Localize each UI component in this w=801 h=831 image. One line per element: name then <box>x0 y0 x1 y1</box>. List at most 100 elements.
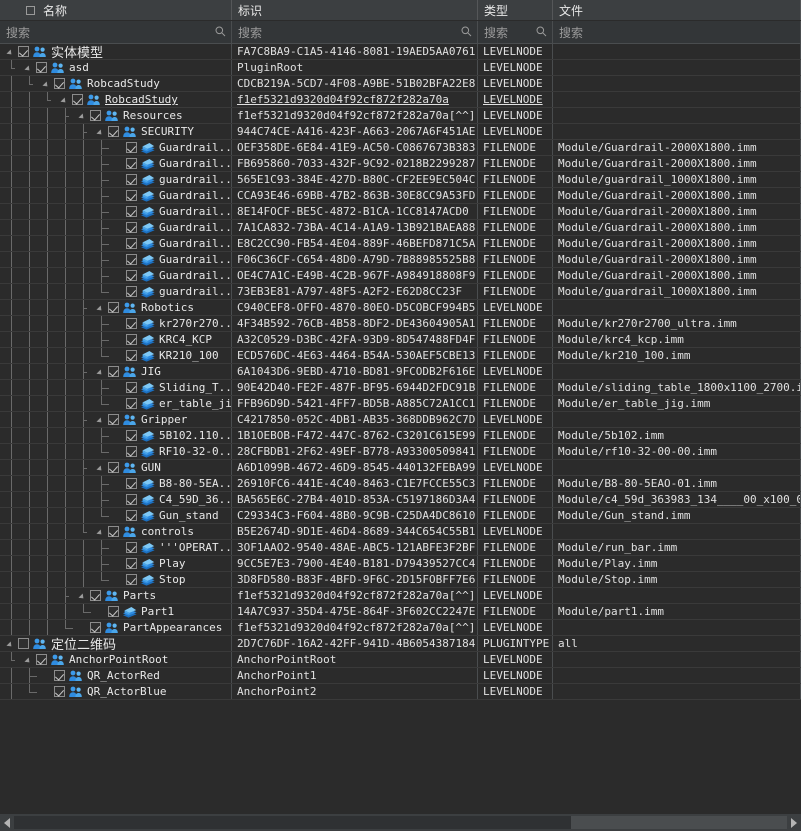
tree-node-cell[interactable]: er_table_jig <box>0 396 232 411</box>
row-checkbox[interactable] <box>126 558 137 569</box>
cell-id[interactable]: f1ef5321d9320d04f92cf872f282a70a[^^]... <box>232 108 478 123</box>
tree-node-cell[interactable]: AnchorPointRoot <box>0 652 232 667</box>
cell-id[interactable]: 2D7C76DF-16A2-42FF-941D-4B6054387184 <box>232 636 478 651</box>
tree-node-cell[interactable]: RobcadStudy <box>0 76 232 91</box>
cell-type[interactable]: FILENODE <box>478 508 553 523</box>
cell-file[interactable]: Module/Guardrail-2000X1800.imm <box>553 156 801 171</box>
expand-collapse-triangle-icon[interactable] <box>96 124 107 139</box>
expand-collapse-triangle-icon[interactable] <box>6 44 17 59</box>
column-header-file[interactable]: 文件 <box>553 0 801 20</box>
cell-id[interactable]: E8C2CC90-FB54-4E04-889F-46BEFD871C5A <box>232 236 478 251</box>
table-row[interactable]: Part1 14A7C937-35D4-475E-864F-3F602CC2247… <box>0 604 801 620</box>
cell-file[interactable]: Module/kr210_100.imm <box>553 348 801 363</box>
cell-id[interactable]: 6A1043D6-9EBD-4710-BD81-9FCODB2F616E <box>232 364 478 379</box>
cell-id[interactable]: 9CC5E7E3-7900-4E40-B181-D79439527CC4 <box>232 556 478 571</box>
cell-type[interactable]: PLUGINTYPE <box>478 636 553 651</box>
select-all-checkbox[interactable] <box>26 5 35 15</box>
cell-id[interactable]: 28CFBDB1-2F62-49EF-B778-A93300509841 <box>232 444 478 459</box>
table-row[interactable]: B8-80-5EA... 26910FC6-441E-4C40-8463-C1E7… <box>0 476 801 492</box>
cell-file[interactable]: Module/part1.imm <box>553 604 801 619</box>
table-row[interactable]: GUN A6D1099B-4672-46D9-8545-440132FEBA99 L… <box>0 460 801 476</box>
expand-collapse-triangle-icon[interactable] <box>42 76 53 91</box>
row-checkbox[interactable] <box>18 46 29 57</box>
cell-id[interactable]: C4217850-052C-4DB1-AB35-368DDB962C7D <box>232 412 478 427</box>
cell-id[interactable]: OEF358DE-6E84-41E9-AC50-C0867673B383 <box>232 140 478 155</box>
cell-type[interactable]: FILENODE <box>478 348 553 363</box>
table-row[interactable]: Resources f1ef5321d9320d04f92cf872f282a70… <box>0 108 801 124</box>
table-row[interactable]: '''OPERAT... 3OF1AAO2-9540-48AE-ABC5-121A… <box>0 540 801 556</box>
expand-collapse-triangle-icon[interactable] <box>96 460 107 475</box>
cell-file[interactable] <box>553 60 801 75</box>
cell-id[interactable]: f1ef5321d9320d04f92cf872f282a70a <box>232 92 478 107</box>
cell-id[interactable]: A6D1099B-4672-46D9-8545-440132FEBA99 <box>232 460 478 475</box>
cell-type[interactable]: FILENODE <box>478 332 553 347</box>
table-row[interactable]: Guardrail... F06C36CF-C654-48D0-A79D-7B88… <box>0 252 801 268</box>
row-checkbox[interactable] <box>126 222 137 233</box>
cell-file[interactable] <box>553 44 801 59</box>
expand-collapse-triangle-icon[interactable] <box>24 652 35 667</box>
row-checkbox[interactable] <box>90 622 101 633</box>
cell-id[interactable]: 3D8FD580-B83F-4BFD-9F6C-2D15FOBFF7E6 <box>232 572 478 587</box>
table-row[interactable]: QR_ActorRed AnchorPoint1 LEVELNODE <box>0 668 801 684</box>
cell-type[interactable]: FILENODE <box>478 284 553 299</box>
table-row[interactable]: RF10-32-0... 28CFBDB1-2F62-49EF-B778-A933… <box>0 444 801 460</box>
row-checkbox[interactable] <box>126 158 137 169</box>
cell-type[interactable]: LEVELNODE <box>478 524 553 539</box>
row-checkbox[interactable] <box>36 654 47 665</box>
tree-node-cell[interactable]: KRC4_KCP <box>0 332 232 347</box>
cell-type[interactable]: LEVELNODE <box>478 412 553 427</box>
tree-node-cell[interactable]: RobcadStudy <box>0 92 232 107</box>
row-checkbox[interactable] <box>126 270 137 281</box>
tree-node-cell[interactable]: Guardrail... <box>0 252 232 267</box>
cell-id[interactable]: B5E2674D-9D1E-46D4-8689-344C654C55B1 <box>232 524 478 539</box>
cell-file[interactable]: Module/kr270r2700_ultra.imm <box>553 316 801 331</box>
cell-id[interactable]: AnchorPointRoot <box>232 652 478 667</box>
cell-file[interactable] <box>553 300 801 315</box>
cell-type[interactable]: FILENODE <box>478 268 553 283</box>
cell-id[interactable]: PluginRoot <box>232 60 478 75</box>
cell-file[interactable]: Module/Stop.imm <box>553 572 801 587</box>
cell-type[interactable]: FILENODE <box>478 428 553 443</box>
tree-node-cell[interactable]: QR_ActorRed <box>0 668 232 683</box>
cell-id[interactable]: f1ef5321d9320d04f92cf872f282a70a[^^]... <box>232 620 478 635</box>
cell-file[interactable] <box>553 588 801 603</box>
table-row[interactable]: RobcadStudy f1ef5321d9320d04f92cf872f282a… <box>0 92 801 108</box>
tree-node-cell[interactable]: Guardrail... <box>0 268 232 283</box>
table-row[interactable]: Guardrail... E8C2CC90-FB54-4E04-889F-46BE… <box>0 236 801 252</box>
tree-node-cell[interactable]: kr270r270... <box>0 316 232 331</box>
tree-node-cell[interactable]: KR210_100 <box>0 348 232 363</box>
cell-file[interactable]: Module/er_table_jig.imm <box>553 396 801 411</box>
tree-node-cell[interactable]: Sliding_T... <box>0 380 232 395</box>
row-checkbox[interactable] <box>72 94 83 105</box>
search-icon[interactable] <box>215 26 226 37</box>
tree-node-cell[interactable]: guardrail... <box>0 284 232 299</box>
cell-id[interactable]: 73EB3E81-A797-48F5-A2F2-E62D8CC23F <box>232 284 478 299</box>
cell-file[interactable]: Module/guardrail_1000X1800.imm <box>553 172 801 187</box>
horizontal-scrollbar[interactable] <box>0 813 801 831</box>
cell-file[interactable] <box>553 668 801 683</box>
cell-type[interactable]: LEVELNODE <box>478 668 553 683</box>
row-checkbox[interactable] <box>126 238 137 249</box>
expand-collapse-triangle-icon[interactable] <box>24 60 35 75</box>
cell-file[interactable] <box>553 524 801 539</box>
cell-id[interactable]: CDCB219A-5CD7-4F08-A9BE-51B02BFA22E8 <box>232 76 478 91</box>
table-row[interactable]: kr270r270... 4F34B592-76CB-4B58-8DF2-DE43… <box>0 316 801 332</box>
row-checkbox[interactable] <box>126 206 137 217</box>
row-checkbox[interactable] <box>108 606 119 617</box>
row-checkbox[interactable] <box>126 574 137 585</box>
cell-file[interactable]: Module/Guardrail-2000X1800.imm <box>553 220 801 235</box>
table-row[interactable]: 5B102.110... 1B1OEBOB-F472-447C-8762-C320… <box>0 428 801 444</box>
table-row[interactable]: Guardrail... CCA93E46-69BB-47B2-863B-30E8… <box>0 188 801 204</box>
tree-node-cell[interactable]: guardrail... <box>0 172 232 187</box>
cell-id[interactable]: AnchorPoint2 <box>232 684 478 699</box>
scrollbar-thumb[interactable] <box>14 816 571 829</box>
cell-type[interactable]: FILENODE <box>478 556 553 571</box>
row-checkbox[interactable] <box>126 286 137 297</box>
cell-file[interactable]: Module/B8-80-5EAO-01.imm <box>553 476 801 491</box>
cell-id[interactable]: 90E42D40-FE2F-487F-BF95-6944D2FDC91B <box>232 380 478 395</box>
cell-type[interactable]: FILENODE <box>478 316 553 331</box>
cell-file[interactable] <box>553 412 801 427</box>
search-input-file[interactable]: 搜索 <box>553 21 801 43</box>
tree-node-cell[interactable]: B8-80-5EA... <box>0 476 232 491</box>
cell-id[interactable]: CCA93E46-69BB-47B2-863B-30E8CC9A53FD <box>232 188 478 203</box>
